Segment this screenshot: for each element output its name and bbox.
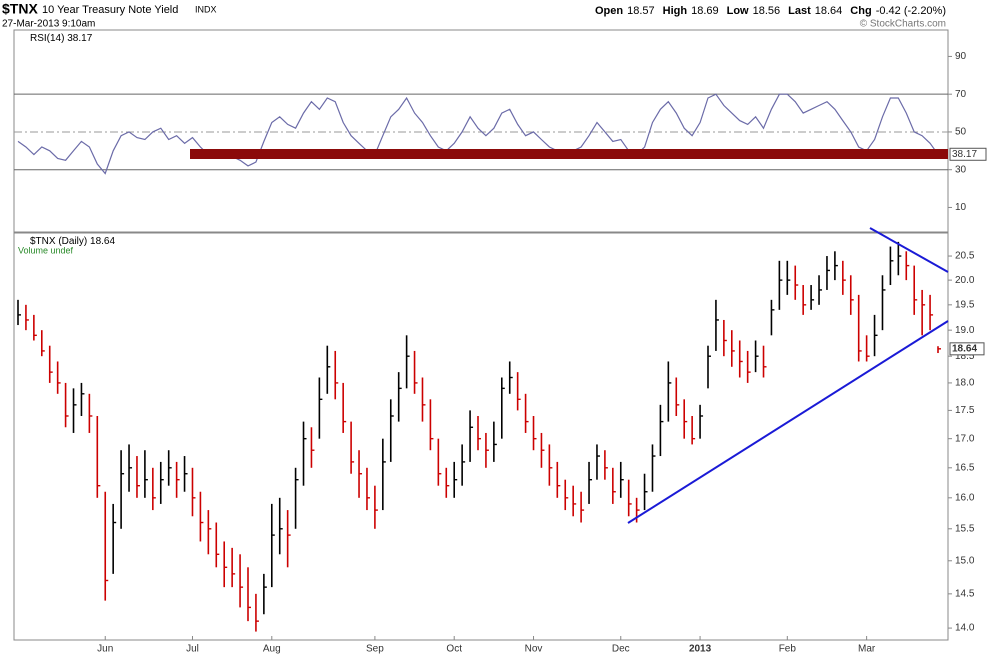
price-legend-value: 18.64 bbox=[90, 236, 115, 247]
rsi-legend-name: RSI(14) bbox=[30, 33, 64, 44]
quote-value: 18.64 bbox=[815, 5, 843, 17]
x-tick-label: Aug bbox=[263, 644, 281, 655]
x-tick-label: Dec bbox=[612, 644, 630, 655]
x-tick-label: 2013 bbox=[689, 644, 712, 655]
quote-label: Chg bbox=[850, 5, 871, 17]
rsi-layer: 10 30 50 70 90 38.17 bbox=[14, 51, 987, 213]
y-tick-label: 19.0 bbox=[955, 325, 975, 336]
y-tick-label: 14.0 bbox=[955, 623, 975, 634]
quote-label: High bbox=[663, 5, 688, 17]
last-value-label: 18.64 bbox=[952, 343, 977, 354]
quote-value: 18.57 bbox=[627, 5, 655, 17]
last-value-box bbox=[949, 147, 987, 161]
support-trendline bbox=[627, 320, 949, 524]
x-tick-label: Nov bbox=[525, 644, 543, 655]
y-tick-label: 18.5 bbox=[955, 351, 975, 362]
last-value-label: 38.17 bbox=[952, 149, 977, 160]
quote-label: Last bbox=[788, 5, 811, 17]
price-legend: $TNX (Daily) 18.64 bbox=[30, 236, 115, 247]
price-layer: 14.0 14.5 15.0 15.5 16.0 16.5 17.0 17.5 18.0 18.5… bbox=[17, 241, 985, 655]
y-tick-label: 90 bbox=[955, 51, 967, 62]
y-tick-label: 16.0 bbox=[955, 492, 975, 503]
x-tick-label: Mar bbox=[858, 644, 876, 655]
rsi-panel bbox=[13, 29, 949, 233]
quote-label: Open bbox=[595, 5, 623, 17]
y-tick-label: 19.5 bbox=[955, 299, 975, 310]
highlight-band bbox=[190, 149, 948, 159]
price-legend-name: $TNX (Daily) bbox=[30, 236, 87, 247]
timestamp: 27-Mar-2013 9:10am bbox=[2, 19, 95, 30]
x-tick-label: Jun bbox=[97, 644, 113, 655]
y-tick-label: 50 bbox=[955, 127, 967, 138]
y-tick-label: 10 bbox=[955, 202, 967, 213]
rsi-line bbox=[17, 93, 939, 175]
quote-value: 18.56 bbox=[753, 5, 781, 17]
y-tick-label: 18.0 bbox=[955, 378, 975, 389]
y-tick-label: 20.5 bbox=[955, 251, 975, 262]
rsi-legend-value: 38.17 bbox=[67, 33, 92, 44]
y-tick-label: 17.0 bbox=[955, 433, 975, 444]
security-name: 10 Year Treasury Note Yield bbox=[42, 4, 178, 16]
y-tick-label: 30 bbox=[955, 164, 967, 175]
y-tick-label: 16.5 bbox=[955, 462, 975, 473]
y-tick-label: 17.5 bbox=[955, 405, 975, 416]
quote-label: Low bbox=[727, 5, 749, 17]
credit: © StockCharts.com bbox=[860, 19, 946, 30]
quote-value: 18.69 bbox=[691, 5, 719, 17]
rsi-legend: RSI(14) 38.17 bbox=[30, 33, 93, 44]
x-tick-label: Jul bbox=[186, 644, 199, 655]
y-tick-label: 15.5 bbox=[955, 523, 975, 534]
last-value-box bbox=[949, 342, 985, 356]
volume-legend: Volume undef bbox=[18, 245, 74, 255]
quote: Open 18.57 High 18.69 Low 18.56 Last 18.64 Chg -0… bbox=[595, 5, 946, 17]
symbol: $TNX bbox=[2, 1, 38, 17]
x-tick-label: Oct bbox=[446, 644, 462, 655]
price-panel bbox=[13, 232, 949, 641]
y-tick-label: 20.0 bbox=[955, 275, 975, 286]
quote-value: -0.42 (-2.20%) bbox=[876, 5, 946, 17]
y-tick-label: 15.0 bbox=[955, 555, 975, 566]
resistance-trendline bbox=[869, 227, 949, 273]
exchange: INDX bbox=[195, 4, 217, 14]
x-tick-label: Sep bbox=[366, 644, 384, 655]
x-tick-label: Feb bbox=[779, 644, 797, 655]
y-tick-label: 14.5 bbox=[955, 588, 975, 599]
y-tick-label: 70 bbox=[955, 89, 967, 100]
